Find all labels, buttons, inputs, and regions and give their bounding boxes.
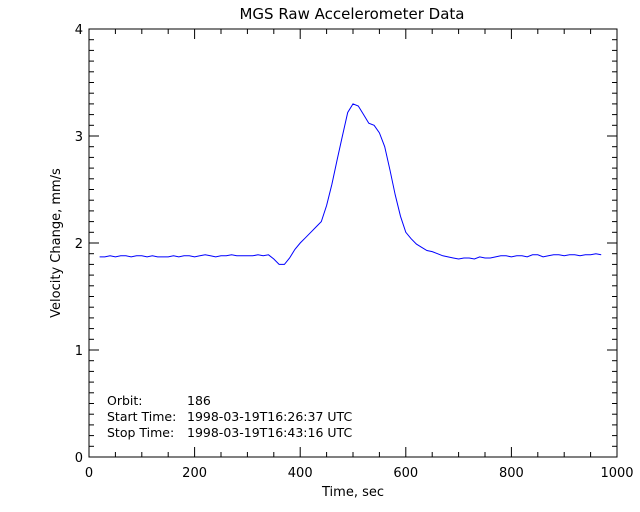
y-tick-label: 0 — [75, 451, 83, 466]
orbit-value: 186 — [187, 393, 211, 408]
x-tick-labels: 0 200 400 600 800 1000 — [85, 466, 634, 481]
y-tick-label: 3 — [75, 130, 83, 145]
start-time-label: Start Time: — [107, 409, 176, 424]
axis-ticks — [88, 28, 618, 458]
y-tick-label: 2 — [75, 237, 83, 252]
x-tick-label: 600 — [393, 466, 418, 481]
x-tick-label: 800 — [499, 466, 524, 481]
x-tick-label: 200 — [182, 466, 207, 481]
x-tick-label: 1000 — [600, 466, 633, 481]
plot-frame — [88, 28, 618, 458]
stop-time-value: 1998-03-19T16:43:16 UTC — [187, 425, 352, 440]
y-axis-label: Velocity Change, mm/s — [49, 168, 64, 318]
x-tick-label: 0 — [85, 466, 93, 481]
x-axis-label: Time, sec — [321, 485, 384, 500]
stop-time-label: Stop Time: — [107, 425, 174, 440]
chart-title: MGS Raw Accelerometer Data — [239, 5, 464, 23]
y-tick-label: 4 — [75, 23, 83, 38]
info-annotation: Orbit: 186 Start Time: 1998-03-19T16:26:… — [107, 393, 352, 440]
y-tick-labels: 0 1 2 3 4 — [75, 23, 83, 466]
series-line — [99, 103, 602, 265]
orbit-label: Orbit: — [107, 393, 143, 408]
start-time-value: 1998-03-19T16:26:37 UTC — [187, 409, 352, 424]
y-tick-label: 1 — [75, 344, 83, 359]
x-tick-label: 400 — [288, 466, 313, 481]
